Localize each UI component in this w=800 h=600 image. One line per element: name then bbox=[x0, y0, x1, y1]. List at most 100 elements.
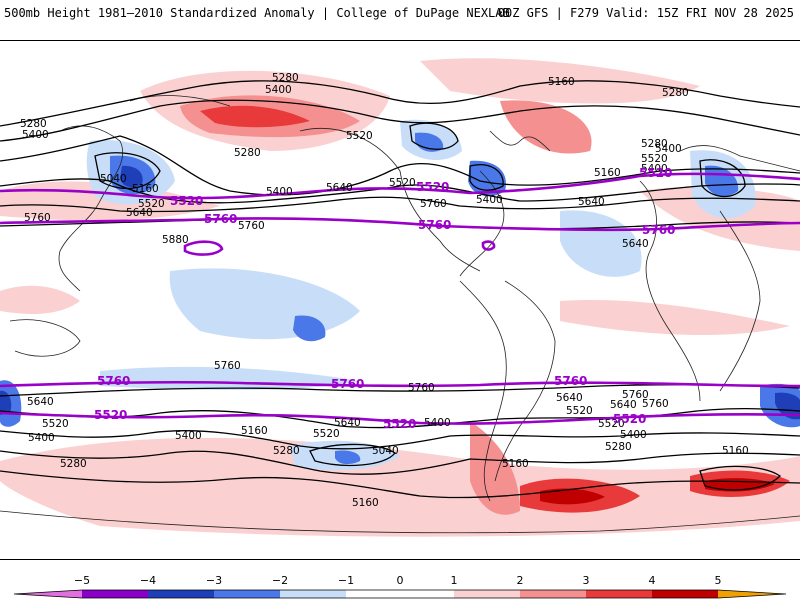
colorbar-swatch-pos1 bbox=[454, 590, 520, 598]
contour-line bbox=[0, 135, 800, 196]
colorbar-tick: 5 bbox=[715, 574, 722, 587]
contour-label: 5400 bbox=[22, 129, 49, 141]
contour-label: 5760 bbox=[204, 212, 237, 226]
asia-coast bbox=[58, 125, 124, 292]
anomaly-region bbox=[560, 300, 790, 336]
south-america-west-coast bbox=[459, 280, 507, 502]
contour-label: 5160 bbox=[548, 76, 575, 88]
anomaly-region bbox=[470, 421, 520, 515]
north-america-east-coast bbox=[459, 170, 505, 277]
contour-label: 5280 bbox=[662, 87, 689, 99]
contour-label: 5640 bbox=[622, 238, 649, 250]
greenland-coast bbox=[489, 130, 551, 152]
anomaly-region bbox=[0, 437, 800, 537]
contour-line bbox=[94, 152, 161, 190]
colorbar-swatch-pos5 bbox=[718, 590, 786, 598]
australia-coast bbox=[9, 319, 81, 357]
highlighted-contours bbox=[0, 172, 800, 425]
anomaly-region bbox=[540, 488, 605, 505]
contour-label: 5520 bbox=[566, 405, 593, 417]
contour-label: 5520 bbox=[138, 198, 165, 210]
colorbar-tick: −3 bbox=[206, 574, 222, 587]
contour-label: 5640 bbox=[578, 196, 605, 208]
contour-label: 5640 bbox=[326, 182, 353, 194]
colorbar-swatch-neg2 bbox=[214, 590, 280, 598]
africa-west-coast bbox=[639, 180, 701, 402]
colorbar-swatch-neg4 bbox=[82, 590, 148, 598]
anomaly-region bbox=[293, 315, 326, 342]
contour-label: 5760 bbox=[24, 212, 51, 224]
colorbar-swatch-pos4 bbox=[652, 590, 718, 598]
contour-label: 5520 bbox=[346, 130, 373, 142]
contour-label: 5280 bbox=[60, 458, 87, 470]
contour-label: 5400 bbox=[265, 84, 292, 96]
contour-label: 5640 bbox=[126, 207, 153, 219]
contour-label: 5760 bbox=[238, 220, 265, 232]
colorbar-swatch-neg3 bbox=[148, 590, 214, 598]
contour-label: 5400 bbox=[266, 186, 293, 198]
contour-label: 5280 bbox=[272, 72, 299, 84]
contour-label: 5280 bbox=[273, 445, 300, 457]
anomaly-region bbox=[0, 285, 80, 314]
contour-label: 5280 bbox=[234, 147, 261, 159]
contour-purple-loop bbox=[481, 240, 496, 251]
anomaly-map: 5280 5400 5160 5280 5280 5400 5520 5280 … bbox=[0, 40, 800, 560]
anomaly-region bbox=[775, 392, 800, 420]
coastlines bbox=[0, 95, 800, 534]
contour-label: 5160 bbox=[594, 167, 621, 179]
contour-line bbox=[0, 99, 800, 142]
contour-label: 5520 bbox=[416, 180, 449, 194]
anomaly-region bbox=[120, 165, 143, 188]
contour-label: 5760 bbox=[214, 360, 241, 372]
contour-label: 5280 bbox=[605, 441, 632, 453]
colorbar-tick: 2 bbox=[517, 574, 524, 587]
contour-line bbox=[0, 430, 800, 450]
contour-label: 5400 bbox=[655, 143, 682, 155]
contour-5520-south bbox=[0, 411, 800, 425]
colorbar-tick: −2 bbox=[272, 574, 288, 587]
contour-label: 5640 bbox=[610, 399, 637, 411]
europe-coast bbox=[679, 145, 800, 172]
contour-label: 5760 bbox=[331, 377, 364, 391]
colorbar-tick: 0 bbox=[397, 574, 404, 587]
contour-label: 5400 bbox=[424, 417, 451, 429]
positive-anomaly-shading bbox=[0, 58, 800, 537]
contour-label: 5160 bbox=[132, 183, 159, 195]
contour-line bbox=[309, 443, 396, 467]
contour-label: 5400 bbox=[620, 429, 647, 441]
map-title: 500mb Height 1981–2010 Standardized Anom… bbox=[4, 6, 510, 20]
contour-label: 5760 bbox=[642, 398, 669, 410]
colorbar-swatch-zero bbox=[346, 590, 454, 598]
contour-label: 5280 bbox=[641, 138, 668, 150]
colorbar-ticks: −5 −4 −3 −2 −1 0 1 2 3 4 5 bbox=[74, 574, 722, 587]
colorbar-swatch-pos3 bbox=[586, 590, 652, 598]
contour-label: 5520 bbox=[313, 428, 340, 440]
contour-label: 5760 bbox=[642, 223, 675, 237]
contour-line bbox=[0, 407, 800, 429]
contour-label: 5160 bbox=[722, 445, 749, 457]
colorbar-swatches bbox=[13, 589, 787, 599]
contour-label: 5520 bbox=[383, 417, 416, 431]
contour-label: 5520 bbox=[42, 418, 69, 430]
antarctica-coast bbox=[0, 510, 800, 534]
north-america-west-coast bbox=[299, 128, 481, 272]
contour-label: 5160 bbox=[502, 458, 529, 470]
colorbar-swatch-pos2 bbox=[520, 590, 586, 598]
colorbar-tick: 3 bbox=[583, 574, 590, 587]
contour-line bbox=[0, 196, 800, 213]
contour-label: 5760 bbox=[418, 218, 451, 232]
contour-label: 5520 bbox=[613, 412, 646, 426]
contour-line bbox=[0, 450, 800, 475]
contour-line bbox=[0, 470, 800, 499]
contour-5760-north bbox=[0, 217, 800, 232]
contour-label: 5160 bbox=[241, 425, 268, 437]
contour-label: 5400 bbox=[28, 432, 55, 444]
contour-label: 5520 bbox=[639, 166, 672, 180]
black-contour-labels: 5280 5400 5160 5280 5280 5400 5520 5280 … bbox=[20, 72, 749, 509]
africa-east-coast bbox=[719, 210, 761, 392]
contour-label: 5520 bbox=[598, 418, 625, 430]
contour-label: 5880 bbox=[162, 234, 189, 246]
contour-label: 5760 bbox=[554, 374, 587, 388]
contour-label: 5640 bbox=[27, 396, 54, 408]
contour-label: 5520 bbox=[170, 194, 203, 208]
